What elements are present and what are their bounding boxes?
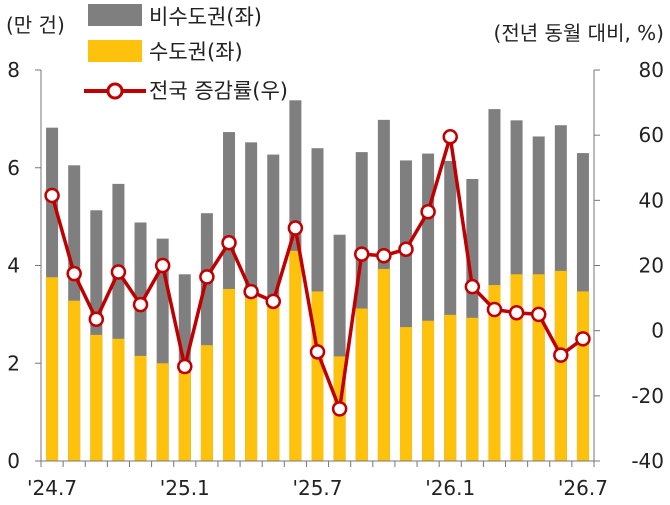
growth-line-point bbox=[287, 220, 304, 236]
legend-label-capital: 수도권(좌) bbox=[149, 40, 243, 64]
bar-capital bbox=[112, 338, 125, 461]
left-axis-tick-label: 8 bbox=[7, 58, 20, 82]
growth-line-point bbox=[309, 344, 326, 360]
right-axis-tick-label: 80 bbox=[639, 58, 664, 82]
growth-line-point bbox=[177, 358, 193, 375]
growth-line-point bbox=[398, 241, 414, 257]
right-axis-unit-label: (전년 동월 대비, %) bbox=[494, 21, 664, 45]
x-axis-tick-label: '24.7 bbox=[27, 476, 77, 500]
growth-line-point bbox=[154, 257, 171, 274]
right-axis-tick-label: -20 bbox=[631, 384, 664, 408]
bar-capital bbox=[576, 291, 589, 461]
x-axis-tick-label: '25.7 bbox=[292, 476, 342, 500]
left-axis-tick-label: 6 bbox=[7, 156, 20, 180]
growth-line-point bbox=[486, 301, 503, 318]
bar-capital bbox=[178, 373, 191, 461]
growth-line-point bbox=[353, 246, 370, 262]
growth-line-point bbox=[575, 331, 591, 347]
legend-swatch-non-capital bbox=[88, 4, 142, 26]
left-axis-tick-label: 2 bbox=[7, 351, 20, 375]
bar-capital bbox=[488, 285, 501, 461]
bar-capital bbox=[510, 274, 523, 461]
bar-capital bbox=[156, 363, 169, 461]
legend-swatch-capital bbox=[88, 40, 142, 62]
right-axis-tick-label: 60 bbox=[639, 123, 664, 147]
bar-capital bbox=[355, 308, 368, 461]
tick-labels: 0 2 4 6 8 -40 -20 0 20 40 60 80 '24.7 '25.1 '25.7 '26.1… bbox=[7, 58, 664, 500]
legend-swatch-growth-marker bbox=[106, 82, 124, 100]
right-axis-tick-label: -40 bbox=[631, 449, 664, 473]
growth-line-point bbox=[199, 269, 215, 285]
left-axis-unit-label: (만 건) bbox=[6, 13, 65, 37]
left-axis-tick-label: 4 bbox=[7, 254, 20, 278]
legend-label-growth: 전국 증감률(우) bbox=[149, 79, 288, 103]
axes bbox=[35, 69, 600, 467]
x-axis-tick-label: '26.1 bbox=[425, 476, 475, 500]
growth-line-point bbox=[265, 293, 282, 310]
bar-capital bbox=[245, 297, 258, 461]
growth-line-point bbox=[132, 296, 149, 313]
growth-line-point bbox=[508, 304, 525, 321]
growth-line-point bbox=[110, 264, 127, 280]
bar-capital bbox=[466, 317, 479, 461]
bar-capital bbox=[444, 314, 457, 461]
bar-capital bbox=[554, 270, 567, 461]
bar-capital bbox=[68, 300, 81, 461]
left-axis-tick-label: 0 bbox=[7, 449, 20, 473]
legend-label-non-capital: 비수도권(좌) bbox=[149, 5, 262, 29]
bar-capital bbox=[377, 268, 390, 461]
bar-capital bbox=[422, 320, 435, 461]
bar-capital bbox=[532, 274, 545, 461]
bar-capital bbox=[134, 355, 147, 461]
growth-line-point bbox=[442, 129, 458, 145]
growth-line-point bbox=[376, 247, 392, 264]
growth-line-point bbox=[66, 265, 82, 282]
bar-capital bbox=[200, 345, 213, 461]
growth-line-point bbox=[243, 283, 259, 300]
bar-capital bbox=[311, 291, 324, 461]
legend: 비수도권(좌) 수도권(좌) 전국 증감률(우) bbox=[84, 4, 288, 103]
growth-line bbox=[44, 129, 591, 417]
x-axis-tick-label: '25.1 bbox=[160, 476, 210, 500]
growth-line-point bbox=[420, 203, 436, 220]
growth-line-point bbox=[88, 311, 105, 328]
x-axis-tick-label: '26.7 bbox=[558, 476, 608, 500]
right-axis-tick-label: 40 bbox=[639, 188, 664, 212]
growth-line-point bbox=[464, 278, 481, 295]
growth-line-point bbox=[331, 401, 348, 417]
bar-capital bbox=[289, 250, 302, 461]
bars bbox=[46, 100, 589, 462]
bar-capital bbox=[46, 277, 59, 461]
bar-capital bbox=[267, 302, 280, 461]
bar-capital bbox=[90, 334, 103, 461]
bar-capital bbox=[223, 288, 236, 461]
right-axis-tick-label: 20 bbox=[639, 254, 664, 278]
right-axis-tick-label: 0 bbox=[651, 319, 664, 343]
bar-capital bbox=[399, 327, 412, 461]
growth-line-point bbox=[530, 306, 547, 323]
growth-line-point bbox=[221, 234, 237, 251]
growth-line-point bbox=[44, 187, 60, 204]
growth-line-point bbox=[553, 347, 569, 363]
